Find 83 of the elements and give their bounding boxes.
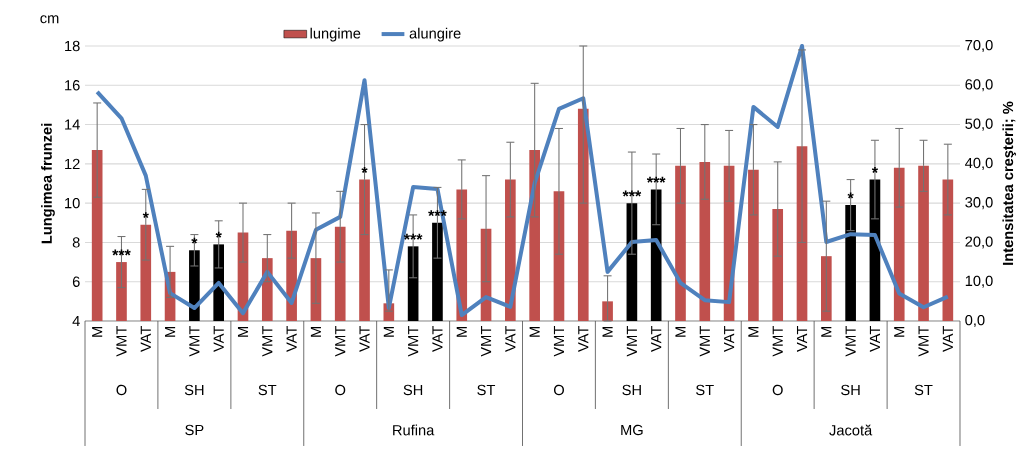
line-series (95, 44, 950, 318)
y2-tick-label: 70,0 (965, 39, 993, 53)
text: SH (841, 384, 860, 396)
text: SP (185, 424, 204, 436)
x-tick-label: VMT (262, 326, 273, 357)
legend-label: lungime (310, 27, 361, 42)
text: ST (258, 384, 277, 396)
data-label: *** (646, 176, 666, 183)
text: O (553, 384, 564, 396)
data-label: * (871, 166, 879, 173)
y-tick-label: 16 (65, 80, 80, 91)
x-tick-label: VAT (432, 326, 443, 352)
x-tick-label: M (165, 326, 176, 337)
x-tick-label: VMT (845, 326, 856, 357)
text: MG (621, 424, 643, 436)
x-tick-label: M (456, 326, 467, 337)
x-tick-label: VMT (626, 326, 637, 357)
x-tick-label: M (748, 326, 759, 337)
x-tick-label: VMT (553, 326, 565, 357)
x-tick-label: VAT (286, 326, 297, 352)
x-tick-label: VMT (918, 326, 929, 357)
text: Jacotă (829, 424, 873, 436)
data-label: * (215, 231, 222, 238)
y2-tick-label: 40,0 (965, 157, 993, 170)
x-tick-label: VMT (335, 326, 346, 357)
x-tick-label: VMT (116, 326, 127, 357)
y-tick-label: 12 (65, 158, 80, 169)
text: Rufina (393, 424, 435, 436)
x-tick-label: VMT (189, 326, 200, 357)
data-label: *** (112, 249, 131, 256)
x-tick-label: M (310, 326, 321, 337)
x-tick-label: VAT (578, 326, 589, 352)
x-tick-label: M (675, 326, 686, 337)
x-tick-label: M (821, 326, 832, 337)
y2-tick-label: 60,0 (965, 79, 993, 92)
data-label: *** (622, 190, 642, 197)
text: SH (622, 384, 641, 396)
text: ST (477, 384, 496, 396)
data-label: * (142, 212, 149, 219)
x-tick-label: M (529, 326, 540, 337)
x-tick-label: M (237, 326, 249, 337)
y2-tick-label: 0,0 (965, 314, 985, 328)
x-tick-label: VAT (140, 326, 151, 352)
y-tick-label: 10 (65, 197, 80, 209)
y2-tick-label: 30,0 (965, 197, 993, 210)
data-label: * (847, 192, 854, 199)
y2-tick-label: 50,0 (965, 118, 993, 131)
text: O (116, 384, 127, 396)
y2-axis-title: Intensitatea creşterii; % (1002, 101, 1017, 265)
x-tick-label: M (602, 326, 613, 337)
x-tick-label: VAT (651, 326, 662, 352)
data-label: * (361, 166, 368, 173)
text: cm (40, 15, 59, 24)
text: SH (184, 384, 204, 396)
y-tick-label: 18 (65, 40, 80, 52)
text: O (335, 384, 346, 396)
x-tick-label: VMT (772, 326, 783, 357)
y-tick-label: 6 (72, 276, 80, 287)
x-tick-label: VAT (796, 326, 808, 352)
y2-tick-label: 20,0 (965, 236, 993, 249)
y2-tick-label: 10,0 (965, 275, 993, 288)
x-tick-label: VMT (481, 326, 492, 357)
x-tick-label: VAT (213, 326, 224, 352)
x-tick-label: VAT (869, 326, 880, 352)
y-axis-title: Lungimea frunzei (41, 123, 55, 244)
x-tick-label: VAT (359, 326, 370, 352)
x-tick-label: M (92, 326, 103, 337)
data-label: * (191, 237, 198, 244)
x-tick-label: VMT (699, 326, 710, 357)
x-tick-label: VMT (408, 326, 419, 357)
y-tick-label: 4 (72, 315, 80, 327)
legend-label: alungire (409, 27, 461, 42)
x-tick-label: M (894, 326, 905, 337)
text: O (772, 384, 783, 396)
text: SH (403, 384, 423, 396)
text: ST (696, 384, 714, 396)
x-tick-label: VAT (724, 326, 735, 352)
y-tick-label: 14 (65, 119, 80, 130)
y-tick-label: 8 (72, 237, 80, 248)
x-tick-label: VAT (942, 326, 953, 352)
x-tick-label: VAT (505, 326, 516, 352)
x-tick-label: M (383, 326, 394, 337)
text: ST (914, 384, 933, 396)
